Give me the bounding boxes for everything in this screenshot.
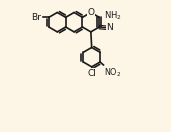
Text: Cl: Cl: [87, 69, 96, 78]
Text: NO$_2$: NO$_2$: [104, 66, 121, 79]
Text: N: N: [106, 23, 113, 32]
Text: NH$_2$: NH$_2$: [104, 10, 121, 22]
Text: Br: Br: [32, 13, 41, 22]
Text: O: O: [87, 8, 94, 17]
